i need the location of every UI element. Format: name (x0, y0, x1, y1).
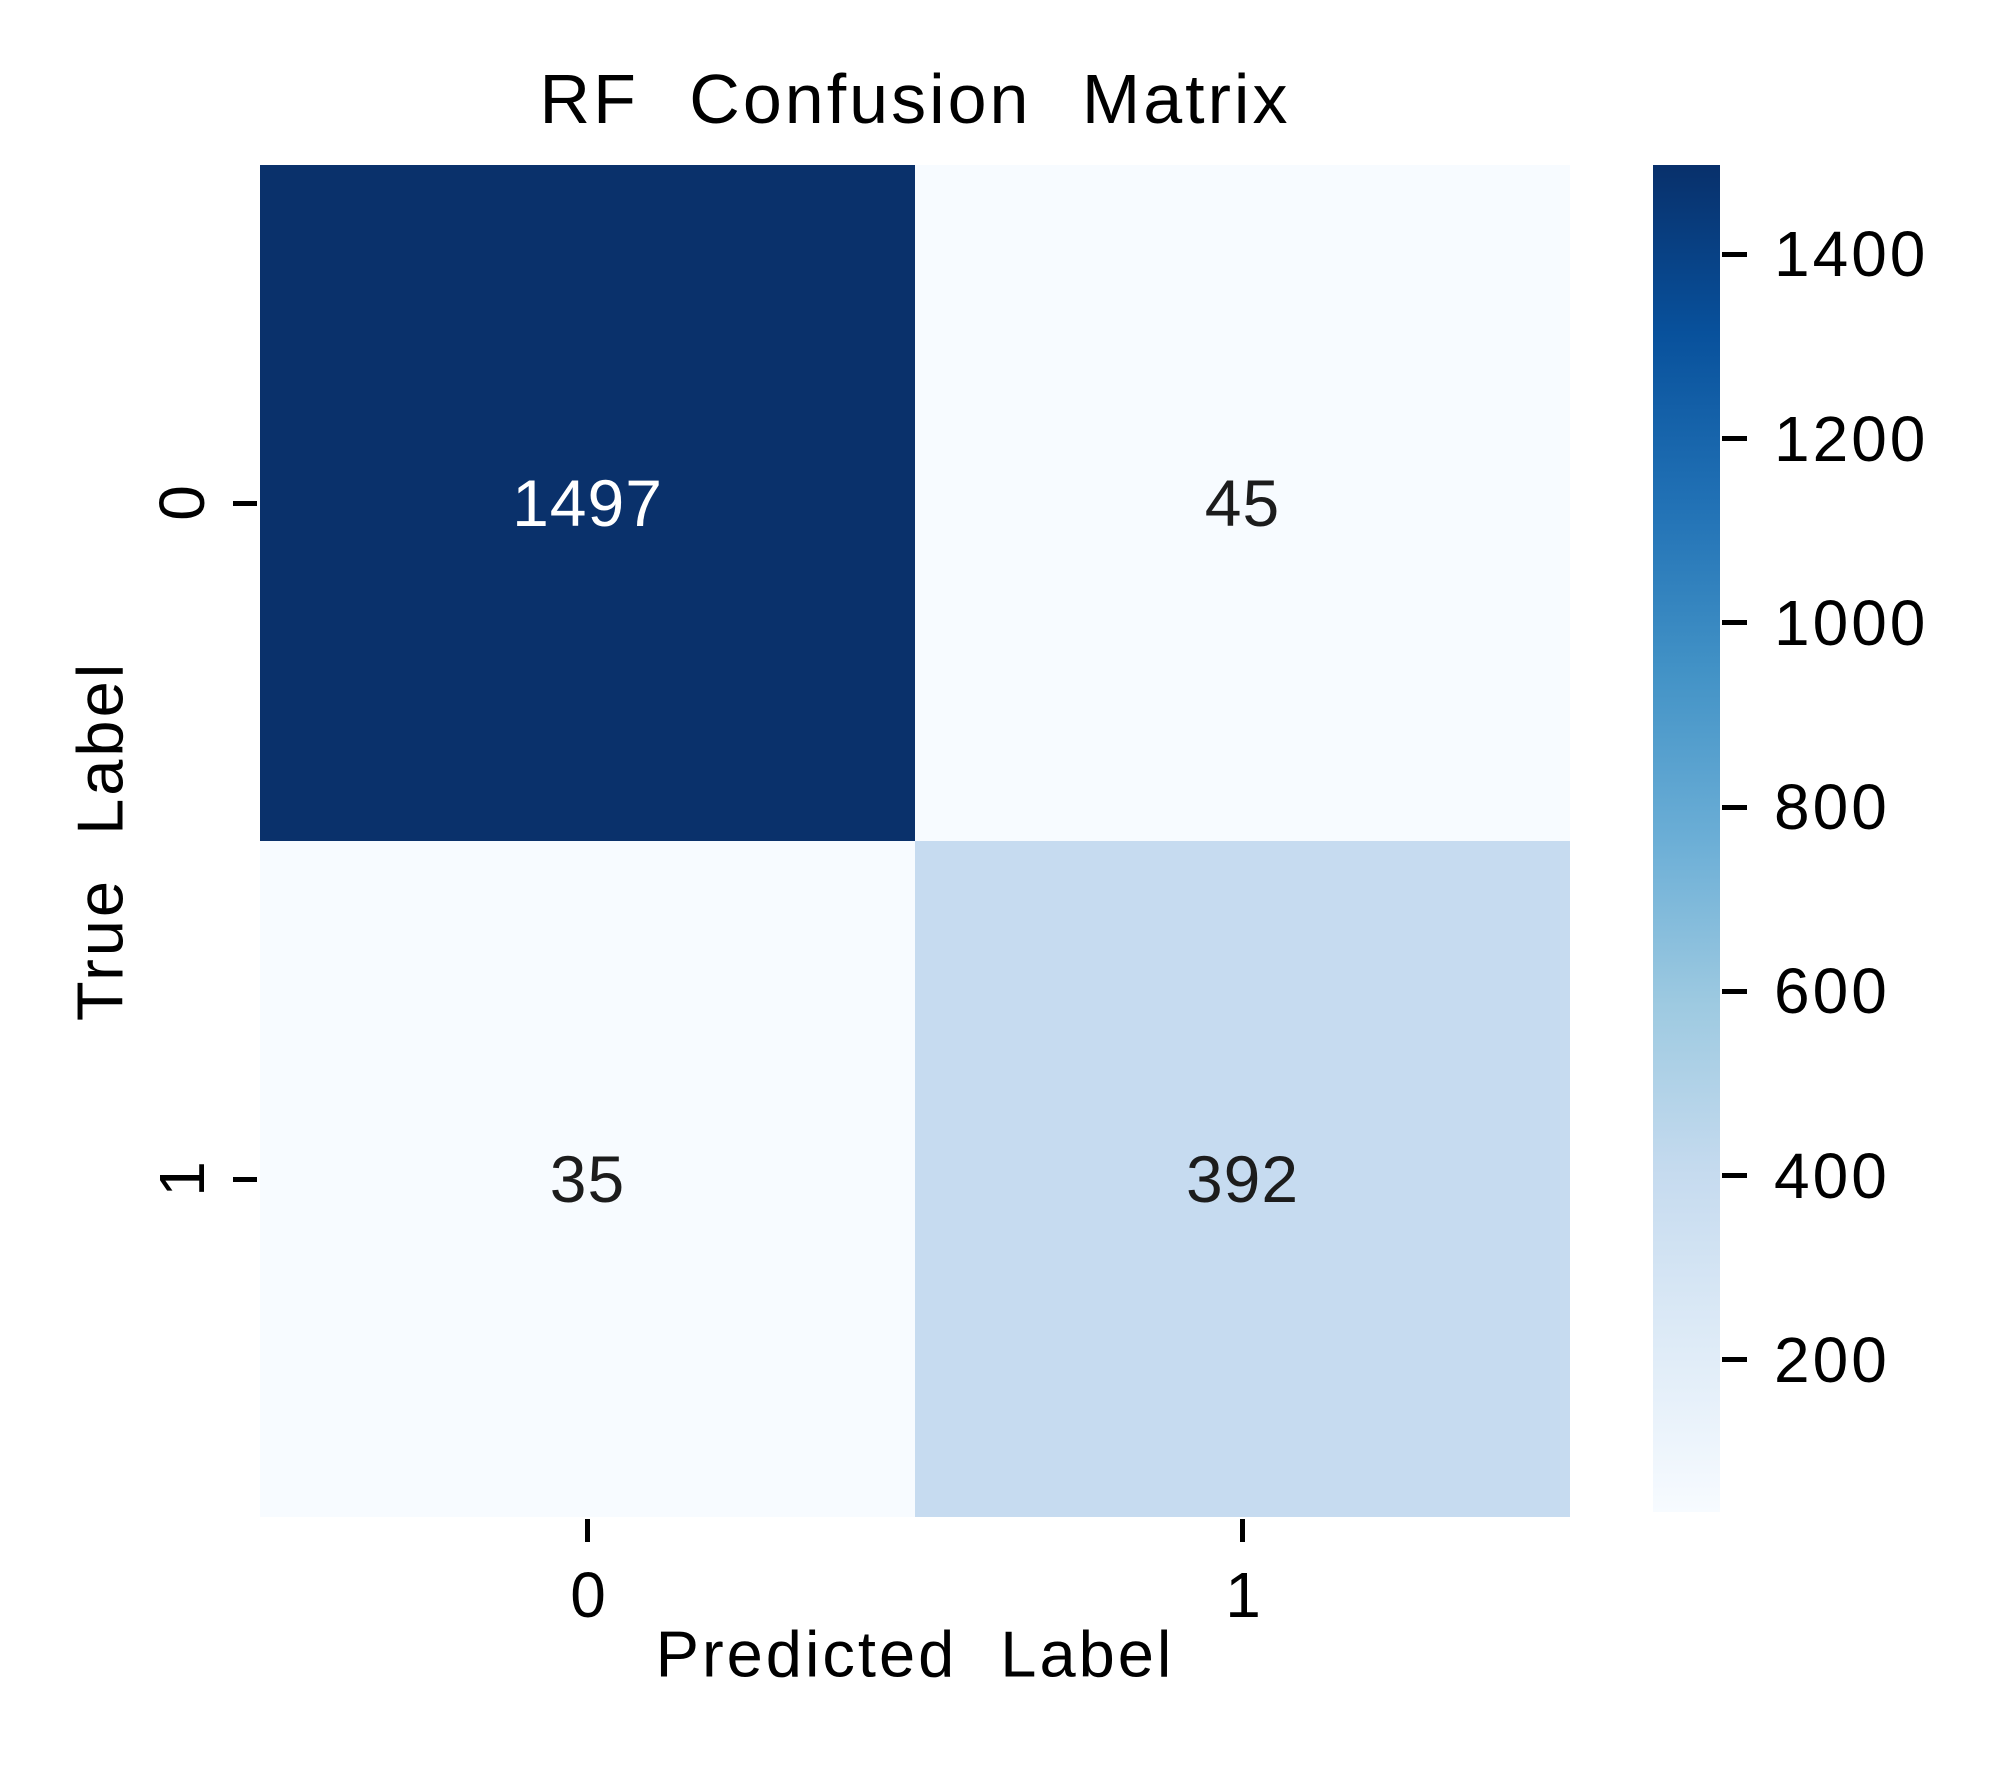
colorbar-tick-value: 1000 (1774, 586, 1929, 659)
x-tick-label-0: 0 (570, 1558, 606, 1632)
x-tick-mark-1 (1240, 1519, 1245, 1542)
colorbar-tick-label: 800 (1774, 770, 1890, 844)
chart-title-text: RF Confusion Matrix (539, 60, 1291, 138)
matrix-cell-true0-pred0: 1497 (260, 165, 915, 841)
colorbar-tick-mark (1722, 804, 1747, 810)
cell-value: 392 (1185, 1142, 1300, 1216)
colorbar-tick-value: 400 (1774, 1139, 1890, 1212)
colorbar-tick-mark (1722, 1357, 1747, 1363)
y-tick-label-1: 1 (145, 1161, 219, 1197)
colorbar-tick-mark (1722, 988, 1747, 994)
y-axis-label-text: True Label (63, 660, 137, 1022)
colorbar-tick-value: 600 (1774, 955, 1890, 1028)
colorbar-tick-mark (1722, 251, 1747, 257)
cell-value: 1497 (512, 466, 663, 540)
chart-title: RF Confusion Matrix (260, 62, 1570, 136)
matrix-cell-true1-pred1: 392 (915, 841, 1570, 1517)
colorbar-tick-label: 1000 (1774, 586, 1928, 660)
matrix-cell-true1-pred0: 35 (260, 841, 915, 1517)
y-tick-mark-0 (233, 501, 257, 506)
y-axis-label: True Label (63, 661, 138, 1021)
cell-value: 45 (1204, 466, 1281, 540)
y-tick-label-0: 0 (145, 485, 219, 521)
colorbar-tick-value: 200 (1774, 1323, 1890, 1396)
colorbar-tick-value: 1200 (1774, 402, 1929, 475)
x-axis-label: Predicted Label (656, 1617, 1175, 1692)
colorbar-tick-label: 200 (1774, 1323, 1890, 1397)
colorbar-tick-value: 800 (1774, 771, 1890, 844)
colorbar-tick-label: 600 (1774, 954, 1890, 1028)
y-tick-mark-1 (233, 1177, 257, 1182)
colorbar-tick-label: 1400 (1774, 217, 1928, 291)
y-tick-label-0-text: 0 (146, 485, 218, 521)
colorbar-ticks: 200 400 600 800 1000 1200 1400 (1722, 165, 2000, 1512)
colorbar-gradient (1653, 165, 1720, 1512)
colorbar-tick-label: 400 (1774, 1139, 1890, 1213)
x-tick-label-1: 1 (1225, 1558, 1261, 1632)
matrix-cell-true0-pred1: 45 (915, 165, 1570, 841)
colorbar-tick-label: 1200 (1774, 402, 1928, 476)
heatmap-grid: 1497 45 35 392 (260, 165, 1570, 1517)
colorbar-tick-mark (1722, 620, 1747, 626)
colorbar-tick-mark (1722, 1173, 1747, 1179)
x-axis-label-text: Predicted Label (655, 1617, 1175, 1691)
x-tick-label-1-text: 1 (1225, 1559, 1261, 1631)
cell-value: 35 (549, 1142, 626, 1216)
colorbar-tick-mark (1722, 436, 1747, 442)
x-tick-label-0-text: 0 (570, 1559, 606, 1631)
y-tick-label-1-text: 1 (146, 1161, 218, 1197)
colorbar-tick-value: 1400 (1774, 218, 1929, 291)
x-tick-mark-0 (585, 1519, 590, 1542)
